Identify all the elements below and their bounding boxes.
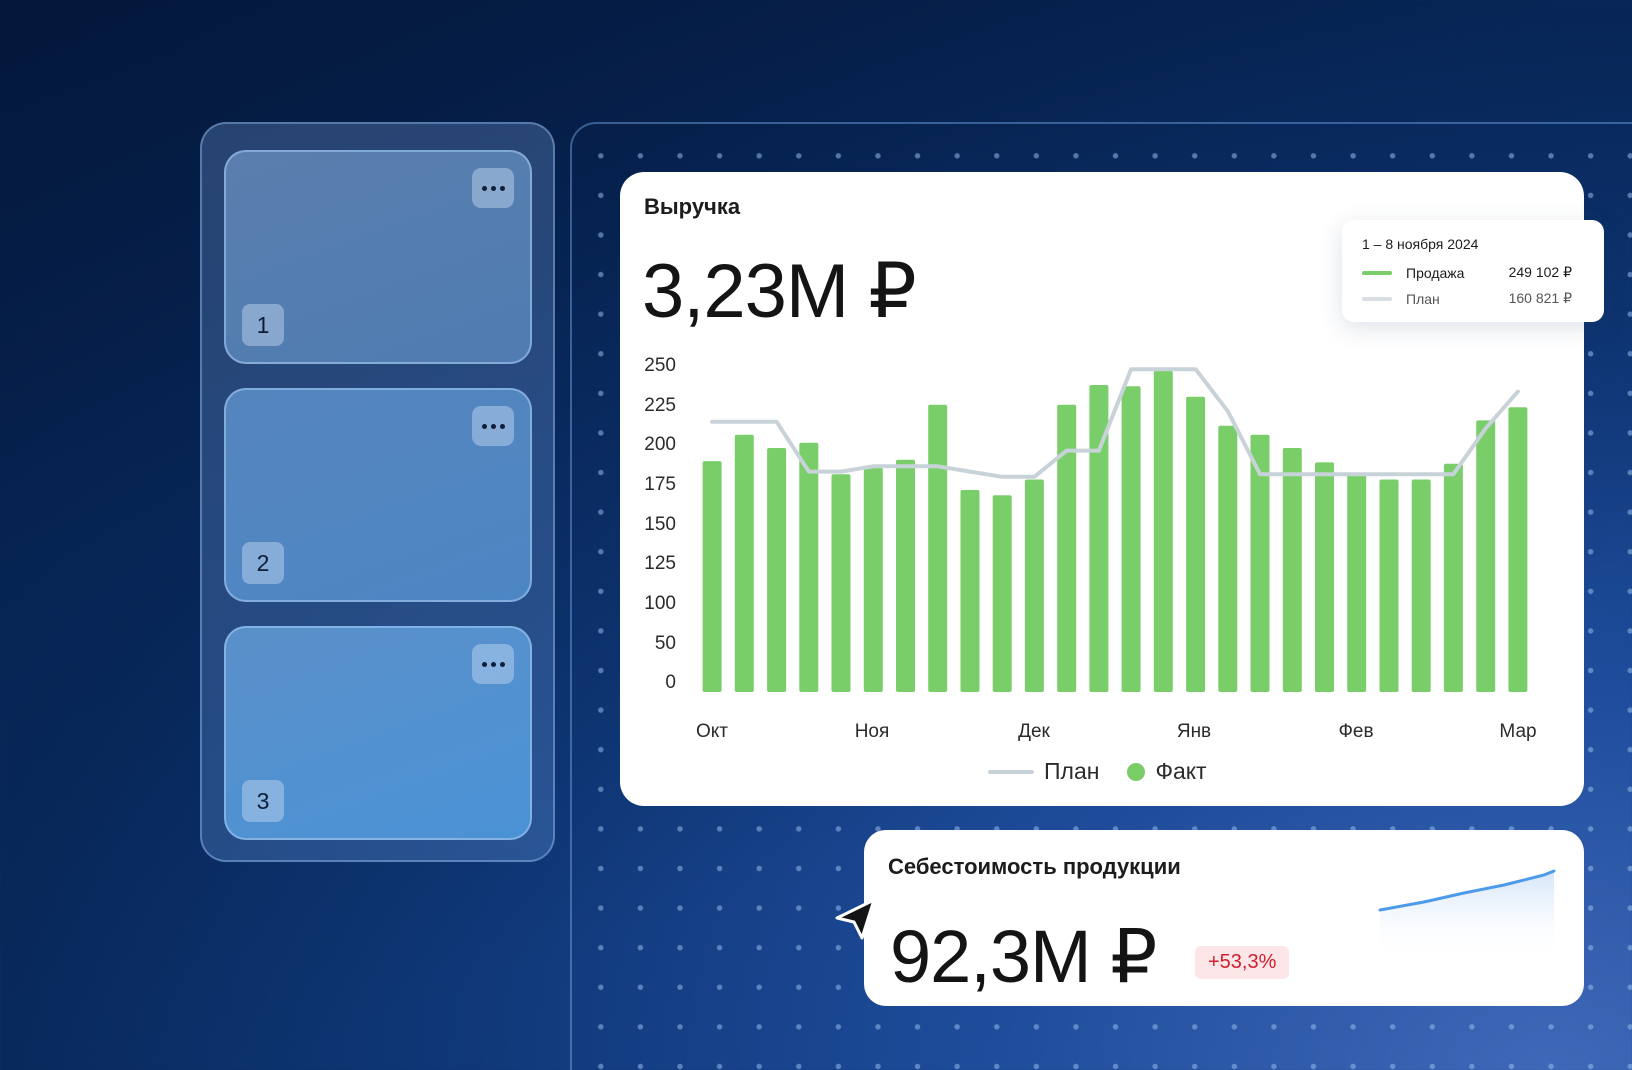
chart-tooltip: 1 – 8 ноября 2024 Продажа 249 102 ₽ План… [1342, 220, 1604, 322]
widget-slots-panel: 1 2 3 [200, 122, 555, 862]
widget-slot-2[interactable]: 2 [224, 388, 532, 602]
cost-title: Себестоимость продукции [888, 854, 1181, 879]
chart-bar-fact[interactable] [896, 459, 915, 692]
tooltip-plan-value: 160 821 ₽ [1508, 290, 1572, 306]
tooltip-row-sales: Продажа 249 102 ₽ [1362, 264, 1572, 281]
y-tick-label: 250 [644, 355, 676, 376]
x-tick-label: Ноя [855, 721, 890, 742]
cursor-arrow-icon [835, 898, 876, 940]
chart-bar-fact[interactable] [1476, 420, 1496, 692]
tooltip-row-plan: План 160 821 ₽ [1362, 290, 1572, 307]
more-button[interactable] [472, 644, 514, 684]
chart-bar-fact[interactable] [1057, 404, 1077, 692]
revenue-title: Выручка [644, 194, 741, 219]
slot-number-badge: 3 [242, 780, 284, 822]
legend-fact-swatch [1127, 762, 1146, 781]
more-button[interactable] [472, 406, 514, 446]
tooltip-plan-label: План [1406, 290, 1440, 307]
chart-bar-fact[interactable] [1443, 463, 1463, 692]
chart-bar-fact[interactable] [767, 448, 787, 692]
y-tick-label: 100 [644, 593, 676, 614]
x-tick-label: Окт [696, 721, 728, 742]
x-tick-label: Янв [1177, 721, 1211, 742]
tooltip-plan-swatch [1362, 296, 1392, 301]
chart-bar-fact[interactable] [1153, 370, 1173, 692]
more-button[interactable] [472, 168, 514, 208]
chart-bar-fact[interactable] [1282, 448, 1302, 692]
more-dots-icon [481, 661, 487, 667]
chart-bar-fact[interactable] [1024, 479, 1044, 693]
tooltip-sales-label: Продажа [1406, 264, 1465, 281]
x-tick-label: Фев [1338, 721, 1373, 742]
chart-bar-fact[interactable] [734, 434, 754, 692]
legend-plan-label: План [1044, 758, 1100, 784]
chart-bar-fact[interactable] [928, 404, 948, 692]
chart-bar-fact[interactable] [799, 442, 819, 692]
revenue-chart[interactable]: 250 225 200 175 150 125 100 50 0 Окт Ноя Дек Янв Фев М… [620, 172, 1584, 806]
y-tick-label: 0 [665, 672, 676, 693]
cost-change-badge: +53,3% [1195, 946, 1290, 979]
chart-bar-fact[interactable] [992, 495, 1012, 692]
y-tick-label: 225 [644, 395, 676, 416]
widget-slot-1[interactable]: 1 [224, 150, 532, 364]
chart-bar-fact[interactable] [960, 490, 980, 692]
chart-legend: План Факт [988, 758, 1207, 785]
y-tick-label: 150 [644, 514, 676, 535]
chart-bar-fact[interactable] [1347, 472, 1367, 692]
more-dots-icon [481, 423, 487, 429]
legend-plan-swatch [988, 769, 1034, 774]
x-tick-label: Мар [1499, 721, 1536, 742]
sparkline-line [1378, 869, 1556, 912]
cost-value: 92,3М ₽ [890, 915, 1157, 998]
chart-bar-fact[interactable] [1218, 425, 1238, 692]
chart-bar-fact[interactable] [1379, 479, 1399, 693]
chart-bar-fact[interactable] [1315, 462, 1334, 692]
tooltip-date: 1 – 8 ноября 2024 [1362, 236, 1479, 252]
y-tick-label: 200 [644, 434, 676, 455]
y-tick-label: 50 [655, 633, 676, 654]
legend-fact-label: Факт [1155, 758, 1207, 784]
chart-bar-fact[interactable] [831, 474, 851, 692]
chart-bar-fact[interactable] [1411, 479, 1431, 693]
more-dots-icon [481, 185, 487, 191]
cost-widget[interactable]: Себестоимость продукции 92,3М ₽ +53,3% [864, 830, 1584, 1006]
cost-sparkline [1378, 869, 1556, 960]
slot-number-badge: 1 [242, 304, 284, 346]
chart-bar-fact[interactable] [1186, 396, 1206, 692]
y-tick-label: 125 [644, 553, 676, 574]
y-tick-label: 175 [644, 474, 676, 495]
chart-bar-fact[interactable] [1508, 407, 1528, 692]
chart-line-plan [710, 367, 1520, 479]
widget-slot-3[interactable]: 3 [224, 626, 532, 840]
sparkline-area [1380, 871, 1554, 960]
tooltip-sales-value: 249 102 ₽ [1508, 264, 1572, 280]
chart-bar-fact[interactable] [702, 461, 722, 692]
chart-bar-fact[interactable] [1089, 385, 1109, 692]
chart-bar-fact[interactable] [863, 467, 883, 692]
slot-number-badge: 2 [242, 542, 284, 584]
revenue-value: 3,23М ₽ [642, 249, 917, 334]
chart-bar-fact[interactable] [1121, 386, 1141, 692]
chart-bar-fact[interactable] [1250, 434, 1270, 692]
tooltip-sales-swatch [1362, 270, 1392, 275]
x-tick-label: Дек [1018, 721, 1050, 742]
